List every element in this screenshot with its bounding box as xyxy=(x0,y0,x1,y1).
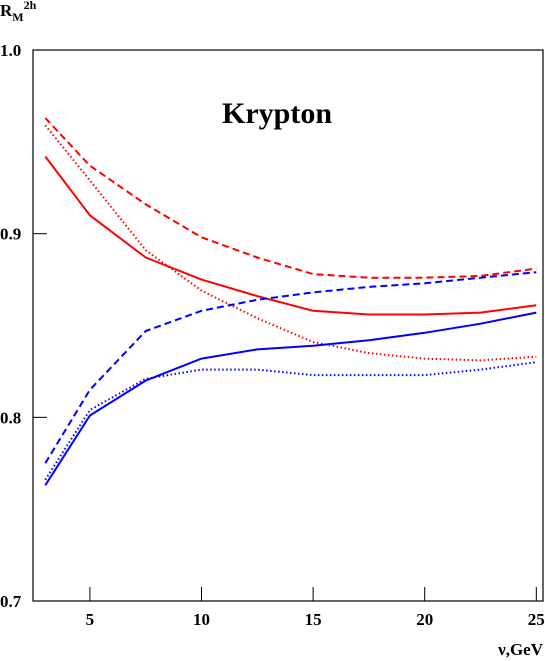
y-tick-label: 0.7 xyxy=(0,592,22,611)
data-line xyxy=(44,117,537,279)
y-axis-label: RM2h xyxy=(0,0,37,24)
x-tick-label: 5 xyxy=(86,610,95,629)
y-tick-label: 0.8 xyxy=(0,408,21,427)
data-line xyxy=(44,361,537,481)
data-line xyxy=(44,311,537,486)
y-tick-label: 0.9 xyxy=(0,225,21,244)
x-axis-label: ν,GeV xyxy=(497,640,544,659)
x-tick-label: 15 xyxy=(305,610,322,629)
x-tick-label: 25 xyxy=(528,610,545,629)
data-line xyxy=(44,271,537,464)
y-label-sup: 2h xyxy=(24,0,37,12)
data-line xyxy=(44,155,537,316)
y-tick-label: 1.0 xyxy=(0,41,21,60)
y-label-sub: M xyxy=(12,10,23,24)
annotation: Krypton xyxy=(222,97,332,130)
plot-frame xyxy=(32,49,544,602)
y-label-main: R xyxy=(0,1,13,20)
x-tick-label: 10 xyxy=(193,610,210,629)
x-tick-label: 20 xyxy=(416,610,433,629)
data-line xyxy=(44,124,537,362)
